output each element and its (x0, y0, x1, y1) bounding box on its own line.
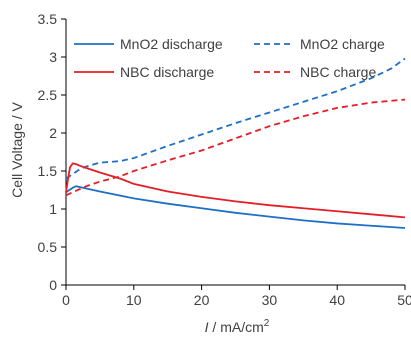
legend: MnO2 discharge MnO2 charge NBC discharge NB… (74, 36, 385, 80)
y-tick-label: 2.5 (38, 87, 58, 103)
x-axis-label-sup: 2 (264, 318, 270, 329)
x-tick-label: 20 (194, 292, 210, 308)
x-axis-label-text: / mA/cm (209, 319, 264, 335)
series-line-nbc-discharge (65, 162, 406, 219)
x-tick-label: 30 (262, 292, 278, 308)
y-tick-label: 0.5 (38, 239, 58, 255)
legend-label: NBC discharge (120, 64, 214, 80)
x-tick-label: 0 (62, 292, 70, 308)
y-tick-label: 1 (49, 201, 57, 217)
series-line-nbc-charge (65, 98, 406, 197)
legend-label: NBC charge (300, 64, 376, 80)
y-tick-label: 3 (49, 49, 57, 65)
x-axis-label: I / mA/cm2 (205, 318, 270, 335)
legend-label: MnO2 discharge (120, 36, 223, 52)
x-axis-label-italic: I (205, 319, 209, 335)
series-line-mno2-discharge (65, 185, 406, 229)
x-tick-label: 40 (329, 292, 345, 308)
x-tick-label: 50 (397, 292, 411, 308)
y-tick-label: 2 (49, 125, 57, 141)
y-tick-label: 0 (49, 277, 57, 293)
legend-label: MnO2 charge (300, 36, 385, 52)
y-tick-label: 1.5 (38, 163, 58, 179)
series-lines (65, 57, 406, 229)
series-line-mno2-charge (65, 57, 406, 180)
y-axis-label: Cell Voltage / V (9, 101, 25, 197)
x-tick-label: 10 (126, 292, 142, 308)
axes (65, 19, 405, 286)
tick-labels: 0 0.5 1 1.5 2 2.5 3 3.5 0 10 20 30 40 50 (38, 11, 411, 308)
y-tick-label: 3.5 (38, 11, 58, 27)
